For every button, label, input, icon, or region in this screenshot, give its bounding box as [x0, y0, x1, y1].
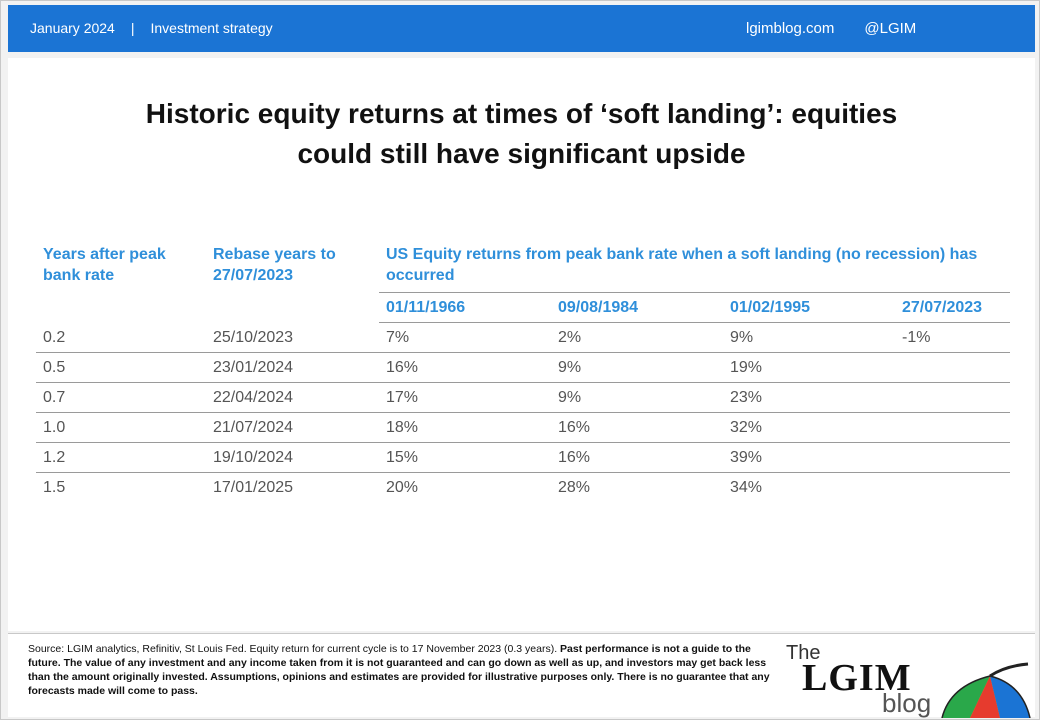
table-cell: 7%	[379, 322, 551, 353]
col-header-years: Years after peak bank rate	[43, 246, 166, 284]
table-cell: 16%	[379, 352, 551, 383]
table-row: 0.5 23/01/2024 16% 9% 19%	[36, 352, 1010, 383]
footer-disclaimer: Source: LGIM analytics, Refinitiv, St Lo…	[28, 642, 778, 698]
risk-warning: Past performance is not a guide to the f…	[28, 643, 770, 697]
table-cell	[895, 382, 1010, 413]
table-cell	[895, 442, 1010, 473]
table-cell: 2%	[551, 322, 723, 353]
top-banner: January 2024 | Investment strategy lgimb…	[8, 5, 1035, 52]
table-row: 1.5 17/01/2025 20% 28% 34%	[36, 473, 1010, 503]
footer: Source: LGIM analytics, Refinitiv, St Lo…	[8, 633, 1035, 718]
table-cell: 19%	[723, 352, 895, 383]
table-cell: 18%	[379, 412, 551, 443]
table-cell: 28%	[558, 479, 591, 497]
logo-lgim-text: LGIM	[802, 657, 912, 699]
table-cell: -1%	[895, 322, 1010, 353]
table-row: 0.2 25/10/2023 7% 2% 9% -1%	[36, 322, 1010, 353]
table-cell: 15%	[379, 442, 551, 473]
table-cell	[895, 412, 1010, 443]
title-line-1: Historic equity returns at times of ‘sof…	[145, 98, 898, 129]
table-cell	[895, 473, 1010, 503]
table-cell	[895, 352, 1010, 383]
table-cell: 1.5	[43, 479, 66, 497]
banner-left: January 2024 | Investment strategy	[30, 20, 273, 36]
date-header: 09/08/1984	[551, 292, 723, 323]
table-row: 1.2 19/10/2024 15% 16% 39%	[36, 442, 1010, 473]
table-cell: 34%	[730, 479, 763, 497]
col-header-rebase: Rebase years to 27/07/2023	[213, 246, 336, 284]
table-cell: 22/04/2024	[206, 382, 379, 413]
logo-the-text: The	[786, 642, 821, 664]
banner-category: Investment strategy	[150, 20, 273, 36]
table-cell: 23/01/2024	[206, 352, 379, 383]
site-link[interactable]: lgimblog.com	[746, 20, 835, 37]
banner-right: lgimblog.com @LGIM	[746, 20, 916, 37]
umbrella-icon	[941, 662, 1031, 718]
table-cell: 1.2	[36, 442, 206, 473]
date-header: 27/07/2023	[895, 292, 1010, 323]
table-cell: 17/01/2025	[213, 479, 294, 497]
date-header: 01/11/1966	[379, 292, 551, 323]
twitter-handle-link[interactable]: @LGIM	[864, 20, 917, 37]
table-cell: 25/10/2023	[206, 322, 379, 353]
table-cell: 17%	[379, 382, 551, 413]
table-cell: 16%	[551, 412, 723, 443]
table-cell: 32%	[723, 412, 895, 443]
table-cell: 19/10/2024	[206, 442, 379, 473]
title-line-2: could still have significant upside	[297, 138, 746, 169]
logo-blog-text: blog	[882, 688, 932, 718]
table-cell: 0.5	[36, 352, 206, 383]
table-cell: 20%	[386, 479, 419, 497]
group-header-us-equity: US Equity returns from peak bank rate wh…	[386, 246, 978, 284]
page-title: Historic equity returns at times of ‘sof…	[8, 94, 1035, 174]
table-row: 0.7 22/04/2024 17% 9% 23%	[36, 382, 1010, 413]
table-cell: 0.7	[36, 382, 206, 413]
table-cell: 1.0	[36, 412, 206, 443]
table-cell: 9%	[551, 352, 723, 383]
table-row: 1.0 21/07/2024 18% 16% 32%	[36, 412, 1010, 443]
date-header: 01/02/1995	[723, 292, 895, 323]
returns-table: Years after peak bank rate Rebase years …	[36, 243, 1010, 503]
table-cell: 39%	[723, 442, 895, 473]
banner-separator: |	[130, 20, 135, 36]
table-cell: 0.2	[36, 322, 206, 353]
main-content: Historic equity returns at times of ‘sof…	[8, 58, 1035, 631]
lgim-blog-logo: The LGIM blog	[780, 636, 1035, 718]
source-note: Source: LGIM analytics, Refinitiv, St Lo…	[28, 643, 558, 655]
table-cell: 9%	[723, 322, 895, 353]
table-cell: 23%	[723, 382, 895, 413]
table-cell: 9%	[551, 382, 723, 413]
table-cell: 16%	[551, 442, 723, 473]
banner-date: January 2024	[30, 20, 115, 36]
table-cell: 21/07/2024	[206, 412, 379, 443]
